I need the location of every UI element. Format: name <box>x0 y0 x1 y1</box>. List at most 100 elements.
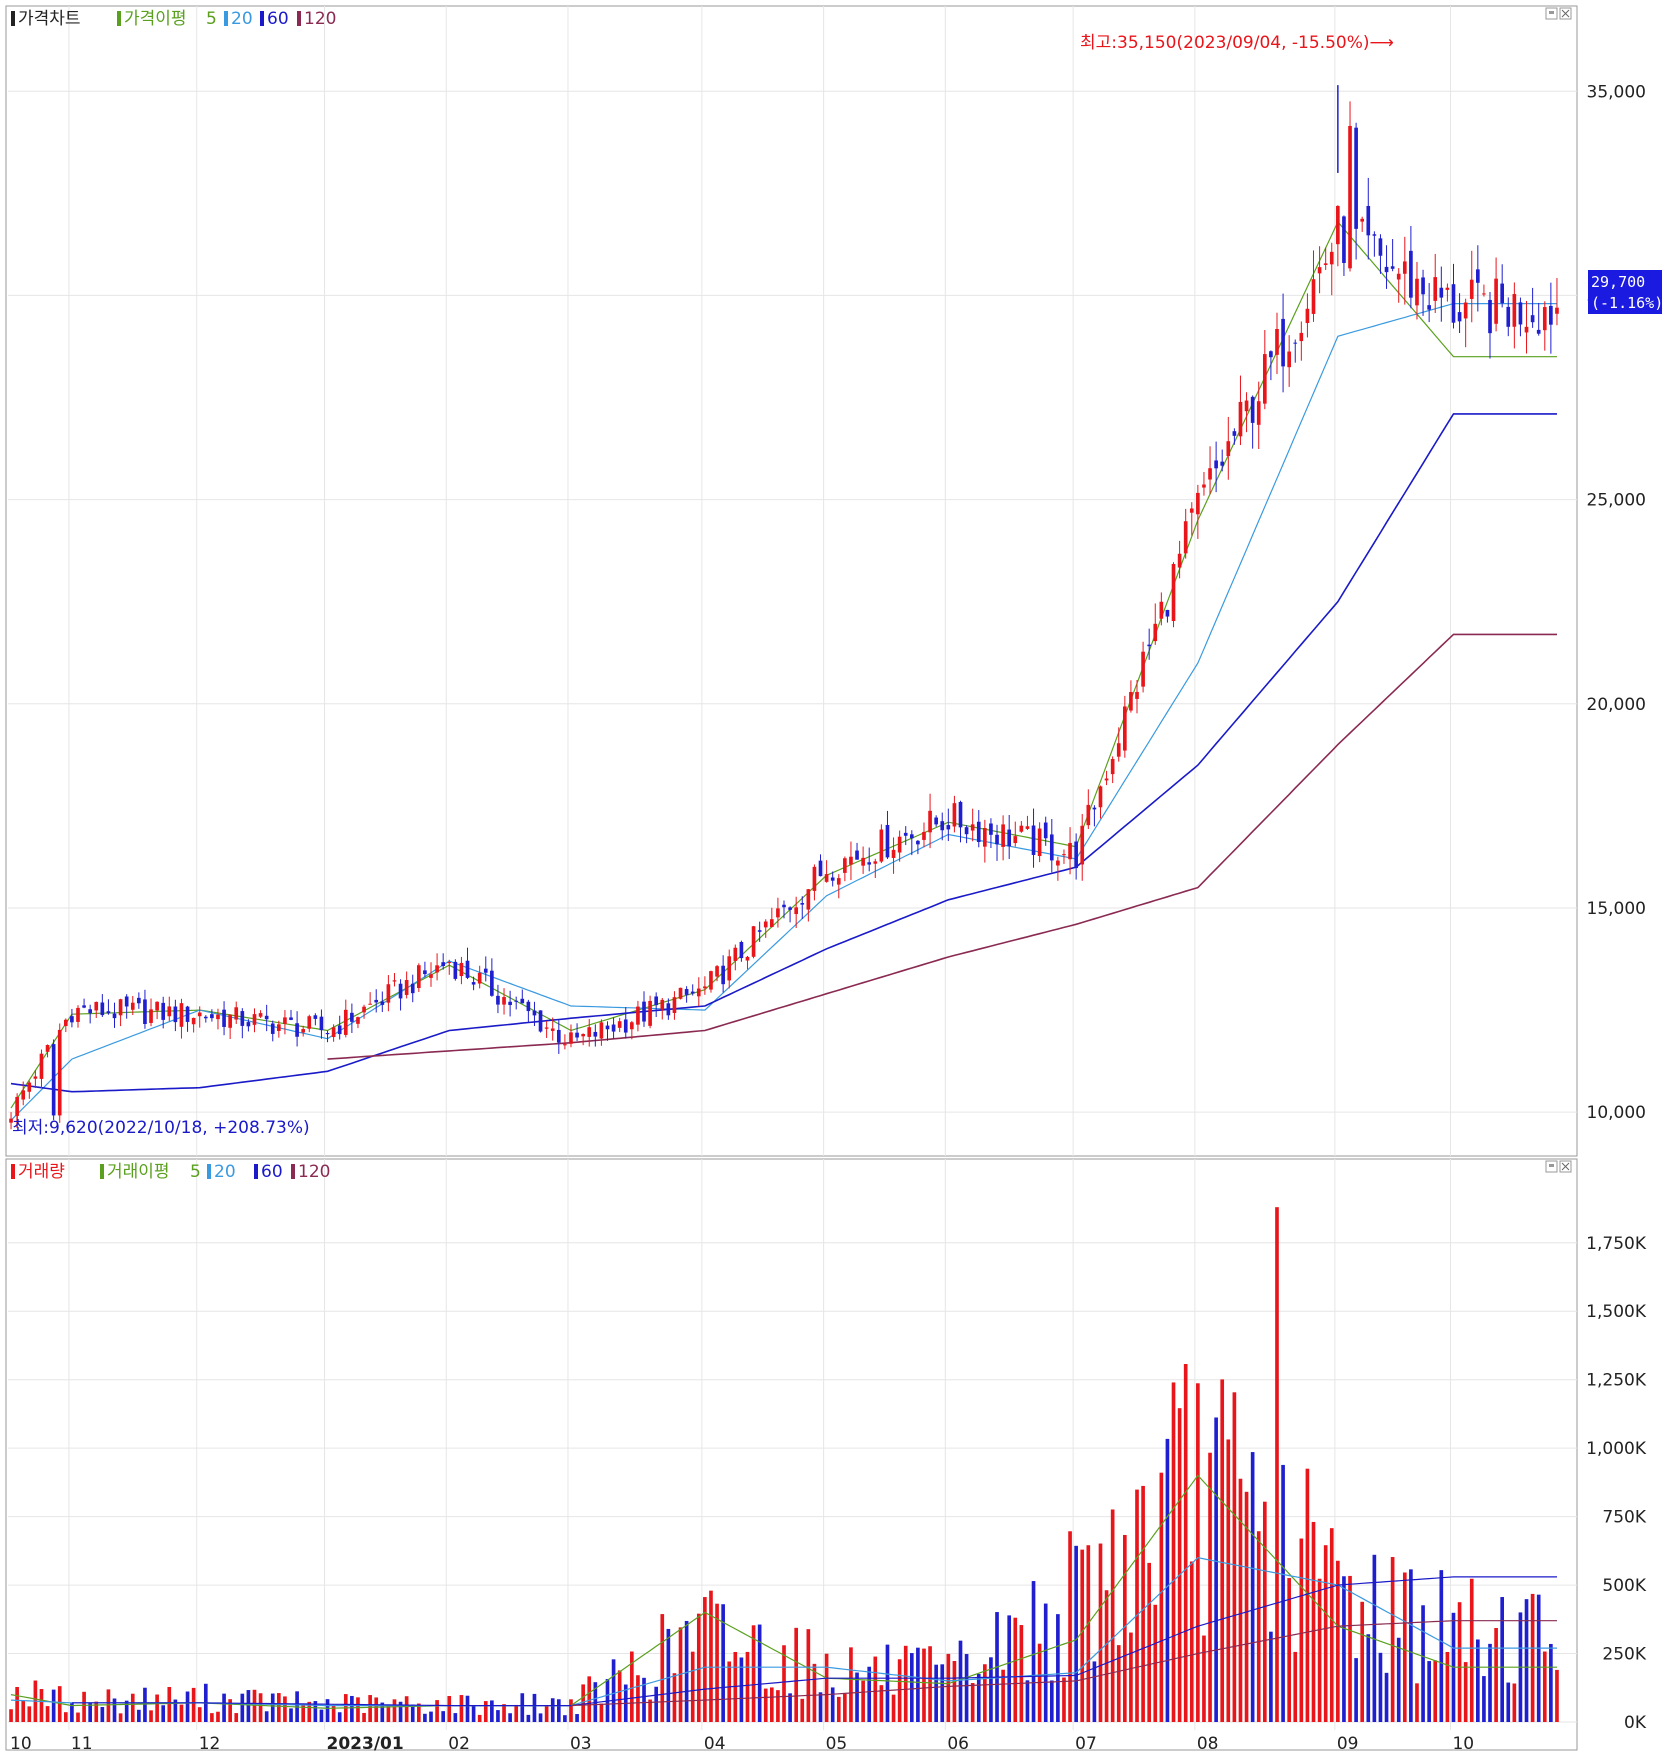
volume-bar <box>843 1693 847 1722</box>
candle-body <box>1226 441 1231 457</box>
volume-bar <box>1025 1680 1030 1722</box>
candle-body <box>1275 328 1279 355</box>
candle-body <box>264 1015 269 1020</box>
volume-bar <box>502 1704 506 1722</box>
x-tick-label: 08 <box>1197 1734 1219 1754</box>
candle-body <box>1354 127 1358 229</box>
volume-bar <box>410 1704 415 1722</box>
low-price-annotation: 최저:9,620(2022/10/18, +208.73%) <box>12 1118 310 1138</box>
candle-body <box>605 1025 610 1030</box>
volume-bar <box>459 1695 464 1722</box>
volume-bar <box>1159 1472 1164 1722</box>
volume-bar <box>337 1712 342 1722</box>
volume-bar <box>222 1693 226 1722</box>
candle-body <box>368 1003 372 1005</box>
volume-bar <box>745 1651 750 1722</box>
candle-body <box>782 904 786 908</box>
volume-bar <box>167 1686 172 1722</box>
volume-y-tick-label: 1,000K <box>1586 1439 1647 1459</box>
candle-body <box>928 810 932 833</box>
volume-bar <box>1056 1614 1060 1722</box>
volume-bar <box>684 1620 689 1722</box>
volume-bar <box>1555 1669 1559 1722</box>
candle-body <box>1116 743 1121 757</box>
volume-bar <box>1488 1643 1492 1722</box>
volume-bar <box>471 1705 476 1722</box>
candle-body <box>1524 326 1529 333</box>
volume-bar <box>435 1700 439 1722</box>
volume-bar <box>1189 1561 1194 1722</box>
candle-body <box>526 1001 531 1012</box>
volume-bar <box>569 1699 573 1722</box>
candle-body <box>824 874 829 882</box>
price-panel-border <box>5 5 1578 1157</box>
volume-bar <box>1177 1408 1182 1722</box>
candle-body <box>587 1027 592 1037</box>
candle-body <box>1445 287 1450 290</box>
volume-bar <box>1001 1669 1005 1722</box>
candle-body <box>733 947 738 961</box>
candle-body <box>325 1032 330 1035</box>
volume-bar <box>550 1698 555 1722</box>
candle-body <box>648 1000 652 1026</box>
volume-bar <box>1116 1645 1121 1722</box>
candle-body <box>88 1009 92 1014</box>
volume-bar <box>1500 1597 1505 1722</box>
candle-body <box>1092 807 1097 810</box>
volume-bar <box>526 1714 531 1722</box>
volume-bar <box>885 1644 890 1722</box>
candle-body <box>33 1076 38 1079</box>
candle-body <box>496 995 500 1005</box>
candle-body <box>228 1014 232 1028</box>
candle-body <box>1415 278 1419 306</box>
candle-body <box>569 1032 573 1044</box>
candle-body <box>806 889 811 910</box>
volume-bar <box>964 1654 969 1722</box>
price-panel-buttons[interactable] <box>1545 7 1572 20</box>
candle-body <box>812 866 817 891</box>
candle-body <box>636 1006 640 1025</box>
volume-bar <box>788 1693 792 1722</box>
volume-bar <box>1439 1570 1444 1722</box>
candle-body <box>1025 826 1030 829</box>
volume-bar <box>1104 1590 1109 1722</box>
volume-bar <box>532 1693 537 1722</box>
candle-body <box>891 849 896 858</box>
volume-bar <box>100 1707 105 1722</box>
volume-bar <box>1329 1528 1334 1722</box>
candle-body <box>575 1032 579 1038</box>
candle-body <box>82 1005 86 1008</box>
volume-panel-buttons[interactable] <box>1545 1160 1572 1173</box>
volume-bar <box>416 1703 421 1722</box>
candle-body <box>57 1029 62 1116</box>
volume-bar <box>350 1695 354 1722</box>
candle-body <box>672 997 677 1013</box>
candle-body <box>1001 824 1005 847</box>
volume-ma-line-5 <box>10 1474 1557 1709</box>
candle-body <box>593 1031 598 1037</box>
volume-bar <box>441 1711 445 1722</box>
volume-bar <box>386 1705 391 1722</box>
volume-bar <box>1348 1575 1352 1722</box>
volume-bar <box>1366 1634 1371 1722</box>
candle-body <box>331 1027 336 1038</box>
candle-body <box>1189 508 1194 513</box>
candle-body <box>222 1009 226 1027</box>
candle-body <box>1512 294 1517 327</box>
volume-bar <box>1019 1625 1024 1722</box>
volume-bar <box>709 1590 713 1722</box>
volume-bar <box>520 1693 525 1722</box>
candle-body <box>1506 306 1511 327</box>
candle-body <box>362 1006 366 1013</box>
candle-body <box>1196 492 1200 515</box>
volume-bar <box>599 1703 604 1722</box>
candle-body <box>246 1022 251 1027</box>
candle-body <box>197 1012 202 1017</box>
volume-bar <box>642 1677 646 1722</box>
candle-body <box>1469 279 1474 299</box>
candle-body <box>897 836 902 853</box>
current-change: (-1.16%) <box>1591 294 1663 312</box>
volume-bar <box>1530 1593 1535 1722</box>
candle-body <box>909 834 914 839</box>
